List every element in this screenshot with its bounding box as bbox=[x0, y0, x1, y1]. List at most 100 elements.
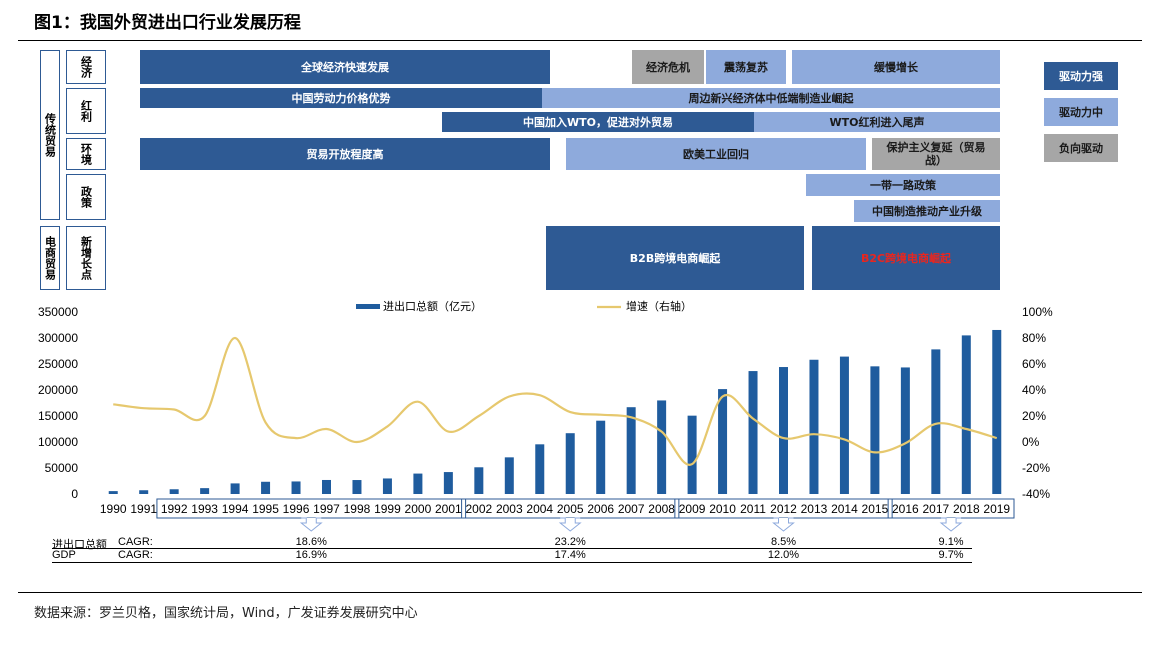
period-boxes bbox=[156, 498, 1015, 532]
x-tick-label: 2014 bbox=[831, 502, 858, 516]
x-tick-label: 2007 bbox=[618, 502, 645, 516]
bar-2019 bbox=[992, 329, 1002, 494]
period-arrow bbox=[939, 517, 963, 532]
legend-bar-swatch bbox=[356, 304, 380, 309]
x-tick-label: 1994 bbox=[222, 502, 249, 516]
x-axis-labels: 1990 1991 1992 1993 1994 1995 1996 1997 1998 1999… bbox=[100, 502, 1011, 516]
x-tick-label: 1997 bbox=[313, 502, 340, 516]
x-tick-label: 2019 bbox=[983, 502, 1010, 516]
row-growth-label: 新增长点 bbox=[66, 226, 106, 290]
trade-chart: 进出口总额（亿元） 增速（右轴） 350000300000250000200000… bbox=[38, 299, 1053, 532]
bar-2014 bbox=[839, 356, 849, 494]
cagr-export-word: CAGR: bbox=[118, 536, 153, 548]
cagr-gdp-word: CAGR: bbox=[118, 549, 153, 561]
bar-1995 bbox=[261, 481, 271, 494]
x-tick-label: 2002 bbox=[465, 502, 492, 516]
bar-2010 bbox=[718, 389, 728, 494]
cagr-gdp-value: 12.0% bbox=[767, 549, 800, 561]
cagr-gdp-value: 9.7% bbox=[938, 549, 964, 561]
bar-2008 bbox=[657, 400, 667, 494]
bar-2016 bbox=[900, 367, 910, 494]
x-tick-label: 2003 bbox=[496, 502, 523, 516]
x-tick-label: 1999 bbox=[374, 502, 401, 516]
legend-strong: 驱动力强 bbox=[1044, 62, 1118, 90]
row-policy-label: 政策 bbox=[66, 174, 106, 220]
bar-1997 bbox=[322, 479, 331, 494]
bar-1990 bbox=[108, 491, 118, 494]
bar-2011 bbox=[748, 371, 758, 494]
band-upgrade: 中国制造推动产业升级 bbox=[854, 200, 1000, 222]
y-axis-right: 100% 80% 60% 40% 20% 0% -20% -40% bbox=[1022, 305, 1053, 501]
x-tick-label: 1992 bbox=[161, 502, 188, 516]
source-note: 数据来源：罗兰贝格，国家统计局，Wind，广发证券发展研究中心 bbox=[34, 606, 418, 621]
x-tick-label: 1996 bbox=[283, 502, 310, 516]
bar-1991 bbox=[139, 490, 149, 494]
period-arrow bbox=[558, 517, 582, 532]
band-crisis: 经济危机 bbox=[632, 50, 704, 84]
band-labor-cost: 中国劳动力价格优势 bbox=[140, 88, 542, 108]
y-tick-label: 150000 bbox=[38, 409, 78, 423]
cagr-export-value: 18.6% bbox=[295, 536, 327, 548]
row-environment-label: 环境 bbox=[66, 138, 106, 170]
x-tick-label: 2004 bbox=[526, 502, 553, 516]
bar-1992 bbox=[169, 489, 179, 494]
x-tick-label: 1998 bbox=[344, 502, 371, 516]
y2-tick-label: 60% bbox=[1022, 357, 1046, 371]
bar-2006 bbox=[596, 420, 606, 494]
y-tick-label: 300000 bbox=[38, 331, 78, 345]
x-tick-label: 2012 bbox=[770, 502, 797, 516]
chart-legend: 进出口总额（亿元） 增速（右轴） bbox=[356, 299, 692, 313]
cagr-rule-1 bbox=[52, 548, 972, 549]
bar-series bbox=[108, 329, 1002, 494]
y2-tick-label: 80% bbox=[1022, 331, 1046, 345]
y2-tick-label: -40% bbox=[1022, 487, 1050, 501]
band-openness: 贸易开放程度高 bbox=[140, 138, 550, 170]
legend-negative: 负向驱动 bbox=[1044, 134, 1118, 162]
cagr-export-value: 23.2% bbox=[554, 536, 586, 548]
x-tick-label: 2016 bbox=[892, 502, 919, 516]
bar-2001 bbox=[443, 472, 453, 494]
group-ecommerce-label: 电商贸易 bbox=[40, 226, 60, 290]
bar-2015 bbox=[870, 366, 880, 494]
band-global-growth: 全球经济快速发展 bbox=[140, 50, 550, 84]
y2-tick-label: 0% bbox=[1022, 435, 1040, 449]
x-tick-label: 2006 bbox=[587, 502, 614, 516]
x-tick-label: 2015 bbox=[862, 502, 889, 516]
period-arrow bbox=[299, 517, 323, 532]
cagr-gdp-value: 17.4% bbox=[554, 549, 586, 561]
bar-2013 bbox=[809, 359, 819, 494]
band-b2b: B2B跨境电商崛起 bbox=[546, 226, 804, 290]
band-slow-growth: 缓慢增长 bbox=[792, 50, 1000, 84]
bar-2012 bbox=[779, 367, 788, 494]
y-tick-label: 200000 bbox=[38, 383, 78, 397]
bar-2007 bbox=[626, 407, 636, 494]
x-tick-label: 2001 bbox=[435, 502, 462, 516]
y2-tick-label: 40% bbox=[1022, 383, 1046, 397]
band-wto: 中国加入WTO，促进对外贸易 bbox=[442, 112, 754, 132]
bar-2018 bbox=[961, 335, 971, 494]
bar-2005 bbox=[565, 433, 575, 494]
cagr-gdp-value: 16.9% bbox=[295, 549, 327, 561]
x-tick-label: 2008 bbox=[648, 502, 675, 516]
bar-2017 bbox=[931, 349, 941, 494]
row-economy-label: 经济 bbox=[66, 50, 106, 84]
x-tick-label: 1993 bbox=[191, 502, 218, 516]
bar-2009 bbox=[687, 415, 697, 494]
x-tick-label: 1991 bbox=[130, 502, 157, 516]
x-tick-label: 2009 bbox=[679, 502, 706, 516]
y-tick-label: 100000 bbox=[38, 435, 78, 449]
bar-1998 bbox=[352, 480, 362, 494]
row-dividend-label: 红利 bbox=[66, 88, 106, 134]
x-tick-label: 1990 bbox=[100, 502, 127, 516]
band-neighbors: 周边新兴经济体中低端制造业崛起 bbox=[542, 88, 1000, 108]
source-rule bbox=[18, 592, 1142, 593]
bar-2002 bbox=[474, 467, 484, 494]
title-rule bbox=[18, 40, 1142, 41]
band-protectionism: 保护主义复延（贸易战） bbox=[872, 138, 1000, 170]
y2-tick-label: 20% bbox=[1022, 409, 1046, 423]
cagr-export-value: 8.5% bbox=[770, 536, 797, 548]
cagr-export-value: 9.1% bbox=[938, 536, 964, 548]
band-wto-end: WTO红利进入尾声 bbox=[754, 112, 1000, 132]
bar-1996 bbox=[291, 481, 301, 494]
legend-bar-label: 进出口总额（亿元） bbox=[383, 299, 482, 313]
